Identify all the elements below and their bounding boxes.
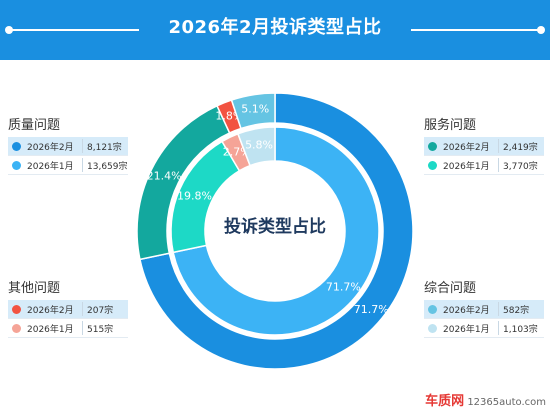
period-label: 2026年2月 <box>443 142 490 153</box>
period-label: 2026年2月 <box>443 305 490 316</box>
legend-panel-combined: 综合问题 2026年2月 582宗 2026年1月 1,103宗 <box>424 277 544 338</box>
header-right-dot <box>537 26 545 34</box>
period-label: 2026年2月 <box>27 305 74 316</box>
panel-title-service: 服务问题 <box>424 118 477 133</box>
panel-row-quality-jan: 2026年1月 13,659宗 <box>8 156 128 175</box>
count-value: 8,121宗 <box>87 142 122 153</box>
period-label: 2026年2月 <box>27 142 74 153</box>
legend-dot-jan <box>12 323 21 333</box>
panel-title-quality: 质量问题 <box>8 118 61 133</box>
data-label-inner-0: 71.7% <box>326 280 361 293</box>
panel-row-other-jan: 2026年1月 515宗 <box>8 319 128 338</box>
data-label-outer-0: 71.7% <box>354 303 389 316</box>
panel-title-other: 其他问题 <box>8 281 61 296</box>
legend-dot-jan <box>12 160 21 170</box>
panel-row-quality-feb: 2026年2月 8,121宗 <box>8 137 128 156</box>
header-left-dot <box>5 26 13 34</box>
legend-panel-quality: 质量问题 2026年2月 8,121宗 2026年1月 13,659宗 <box>8 114 128 175</box>
row-separator <box>498 302 499 316</box>
header-left-line <box>9 29 139 31</box>
row-separator <box>82 139 83 153</box>
panel-title-combined: 综合问题 <box>424 281 477 296</box>
legend-dot-feb <box>428 304 437 314</box>
period-label: 2026年1月 <box>443 161 490 172</box>
legend-dot-jan <box>428 323 437 333</box>
count-value: 3,770宗 <box>503 161 538 172</box>
panel-row-service-jan: 2026年1月 3,770宗 <box>424 156 544 175</box>
panel-row-other-feb: 2026年2月 207宗 <box>8 300 128 319</box>
footer-brand: 车质网 <box>425 394 465 409</box>
data-label-inner-3: 5.8% <box>245 138 273 151</box>
slice-outer-0 <box>139 92 414 370</box>
chart-center-title: 投诉类型占比 <box>224 216 326 237</box>
slice-inner-3 <box>236 126 276 167</box>
row-separator <box>498 158 499 172</box>
panel-row-combined-jan: 2026年1月 1,103宗 <box>424 319 544 338</box>
count-value: 13,659宗 <box>87 161 128 172</box>
legend-dot-feb <box>12 141 21 151</box>
panel-row-service-feb: 2026年2月 2,419宗 <box>424 137 544 156</box>
count-value: 207宗 <box>87 305 114 316</box>
row-separator <box>82 321 83 335</box>
slice-outer-3 <box>230 92 276 130</box>
legend-dot-feb <box>428 141 437 151</box>
slice-inner-0 <box>172 126 380 336</box>
footer-logo: 车质网 12365auto.com <box>420 390 546 409</box>
legend-dot-jan <box>428 160 437 170</box>
count-value: 2,419宗 <box>503 142 538 153</box>
data-label-outer-3: 5.1% <box>241 103 269 116</box>
legend-dot-feb <box>12 304 21 314</box>
row-separator <box>498 139 499 153</box>
row-separator <box>82 158 83 172</box>
header-bar: 2026年2月投诉类型占比 <box>0 0 550 60</box>
data-label-outer-1: 21.4% <box>147 169 182 182</box>
row-separator <box>82 302 83 316</box>
count-value: 582宗 <box>503 305 530 316</box>
data-label-inner-1: 19.8% <box>177 190 212 203</box>
legend-panel-service: 服务问题 2026年2月 2,419宗 2026年1月 3,770宗 <box>424 114 544 175</box>
donut-hole <box>207 163 343 299</box>
row-separator <box>498 321 499 335</box>
footer-site: 12365auto.com <box>467 397 546 408</box>
count-value: 515宗 <box>87 324 114 335</box>
period-label: 2026年1月 <box>27 324 74 335</box>
count-value: 1,103宗 <box>503 324 538 335</box>
period-label: 2026年1月 <box>27 161 74 172</box>
period-label: 2026年1月 <box>443 324 490 335</box>
panel-row-combined-feb: 2026年2月 582宗 <box>424 300 544 319</box>
page-title: 2026年2月投诉类型占比 <box>168 17 382 38</box>
header-right-line <box>411 29 541 31</box>
legend-panel-other: 其他问题 2026年2月 207宗 2026年1月 515宗 <box>8 277 128 338</box>
